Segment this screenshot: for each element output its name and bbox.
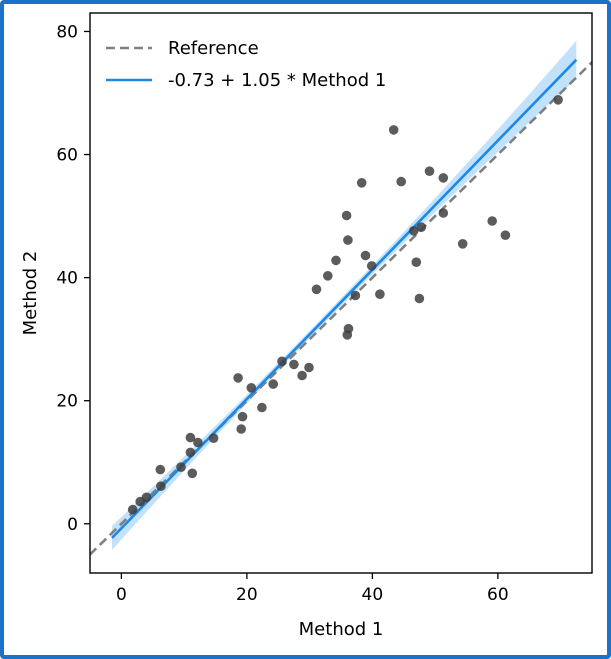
x-tick-label: 20	[236, 585, 258, 605]
data-point	[457, 239, 468, 249]
data-point	[356, 178, 367, 188]
data-point	[257, 402, 267, 413]
data-point	[411, 257, 422, 268]
data-point	[414, 293, 425, 304]
confidence-band	[112, 40, 577, 551]
legend-fit-label: -0.73 + 1.05 * Method 1	[168, 70, 386, 91]
y-tick-label: 0	[67, 515, 78, 535]
y-tick-label: 40	[56, 269, 78, 289]
y-tick-label: 20	[56, 392, 78, 412]
data-point	[208, 433, 219, 444]
data-point	[304, 362, 314, 373]
data-point	[323, 271, 333, 281]
data-point	[187, 468, 198, 479]
x-tick-label: 60	[487, 585, 509, 605]
data-point	[193, 437, 203, 448]
data-point	[487, 216, 498, 226]
data-point	[141, 492, 152, 503]
x-axis-label: Method 1	[299, 619, 384, 640]
x-tick-label: 40	[362, 585, 384, 605]
plot-area	[90, 40, 592, 557]
data-point	[233, 373, 243, 383]
data-point	[388, 125, 399, 135]
data-point	[500, 230, 511, 240]
data-point	[176, 462, 186, 473]
x-tick-label: 0	[116, 585, 127, 605]
data-point	[343, 235, 353, 245]
axes-frame	[89, 12, 593, 574]
legend: Reference -0.73 + 1.05 * Method 1	[106, 38, 386, 91]
data-point	[366, 261, 377, 271]
y-tick-label: 80	[56, 22, 78, 42]
data-point	[360, 250, 371, 261]
data-point	[416, 222, 427, 232]
data-point	[289, 359, 299, 370]
data-point	[156, 481, 166, 492]
data-point	[438, 208, 449, 218]
data-points	[127, 95, 563, 515]
data-point	[438, 173, 449, 183]
data-point	[268, 379, 279, 389]
y-axis: 0 20 40 60 80	[56, 22, 90, 535]
data-point	[246, 383, 257, 393]
data-point	[396, 176, 407, 187]
data-point	[375, 289, 385, 300]
data-point	[331, 255, 341, 266]
legend-reference-label: Reference	[168, 38, 259, 59]
fit-line	[111, 58, 578, 539]
x-axis: 0 20 40 60	[116, 573, 509, 605]
data-point	[350, 290, 361, 301]
data-point	[127, 504, 138, 515]
data-point	[185, 432, 196, 443]
data-point	[237, 411, 248, 422]
data-point	[341, 210, 352, 221]
data-point	[297, 370, 307, 381]
y-tick-label: 60	[56, 146, 78, 166]
data-point	[424, 166, 435, 176]
y-axis-label: Method 2	[20, 251, 41, 336]
data-point	[343, 323, 354, 334]
data-point	[553, 95, 563, 105]
data-point	[409, 226, 419, 236]
data-point	[185, 447, 196, 458]
data-point	[311, 284, 322, 295]
data-point	[236, 424, 246, 434]
data-point	[155, 464, 166, 475]
data-point	[277, 356, 287, 367]
